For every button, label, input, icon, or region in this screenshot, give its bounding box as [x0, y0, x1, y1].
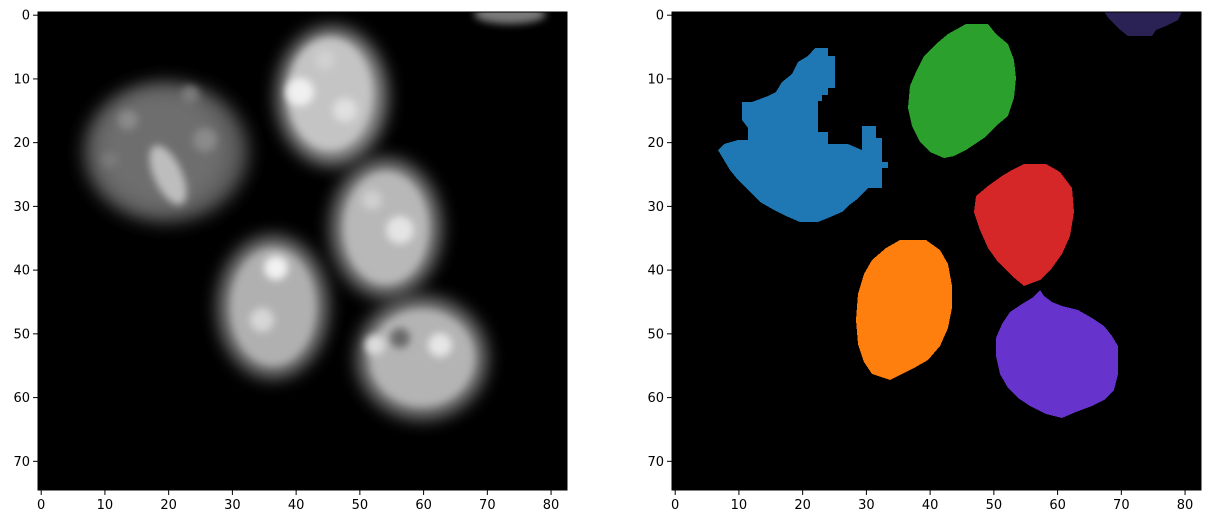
label-mask-x-tick-label: 10 — [731, 498, 748, 513]
raw-image-y-tick-label: 20 — [13, 136, 30, 151]
raw-image-panel — [37, 11, 568, 491]
label-mask-x-tick-label: 30 — [858, 498, 875, 513]
label-region-4 — [856, 240, 952, 380]
nucleus-2 — [278, 28, 386, 164]
label-mask-x-tick-label: 50 — [986, 498, 1003, 513]
raw-image-y-tick-label: 50 — [13, 327, 30, 342]
raw-image-x-tick-label: 30 — [224, 498, 241, 513]
nucleus-1 — [84, 82, 248, 222]
label-mask-axes: 0 10 20 30 40 50 60 70 80 0 10 20 30 40 50 60 70 — [647, 9, 1193, 513]
nucleus-4 — [219, 237, 327, 377]
label-mask-y-tick-label: 0 — [656, 9, 664, 24]
label-region-6 — [1104, 12, 1182, 36]
label-mask-x-tick-label: 20 — [794, 498, 811, 513]
label-mask-y-tick-label: 10 — [647, 72, 664, 87]
label-region-2 — [908, 24, 1016, 158]
label-mask-y-tick-label: 30 — [647, 200, 664, 215]
label-mask-y-tick-label: 20 — [647, 136, 664, 151]
raw-image-x-tick-label: 70 — [479, 498, 496, 513]
nucleus-5 — [358, 298, 486, 418]
label-mask-y-tick-label: 70 — [647, 455, 664, 470]
raw-image-y-tick-label: 10 — [13, 72, 30, 87]
label-mask-frame — [671, 11, 1202, 491]
raw-image-x-tick-label: 40 — [288, 498, 305, 513]
raw-image-axes: 0 10 20 30 40 50 60 70 80 0 10 20 30 40 50 60 70 — [13, 9, 559, 513]
label-region-5 — [996, 290, 1118, 418]
raw-image-x-tick-label: 20 — [160, 498, 177, 513]
nucleus-6 — [474, 12, 546, 24]
label-mask-y-tick-label: 50 — [647, 327, 664, 342]
label-mask-panel — [671, 11, 1202, 491]
raw-image-x-tick-label: 80 — [543, 498, 560, 513]
label-mask-y-tick-label: 40 — [647, 264, 664, 279]
label-mask-x-tick-label: 80 — [1177, 498, 1194, 513]
label-mask-x-tick-label: 40 — [922, 498, 939, 513]
raw-image-x-tick-label: 60 — [415, 498, 432, 513]
raw-image-x-tick-label: 0 — [37, 498, 45, 513]
nucleus-3 — [332, 160, 440, 296]
raw-image-frame — [37, 11, 568, 491]
label-mask-regions — [718, 12, 1182, 418]
label-mask-x-tick-label: 70 — [1113, 498, 1130, 513]
label-mask-x-tick-label: 60 — [1049, 498, 1066, 513]
label-region-1 — [718, 48, 888, 222]
label-region-3 — [974, 164, 1074, 286]
raw-image-x-tick-label: 10 — [97, 498, 114, 513]
raw-image-y-tick-label: 70 — [13, 455, 30, 470]
raw-image-y-tick-label: 40 — [13, 264, 30, 279]
label-mask-x-tick-label: 0 — [671, 498, 679, 513]
raw-image-y-tick-label: 60 — [13, 391, 30, 406]
label-mask-y-tick-label: 60 — [647, 391, 664, 406]
raw-image-nuclei — [84, 12, 546, 418]
raw-image-y-tick-label: 30 — [13, 200, 30, 215]
raw-image-y-tick-label: 0 — [22, 9, 30, 24]
raw-image-x-tick-label: 50 — [352, 498, 369, 513]
